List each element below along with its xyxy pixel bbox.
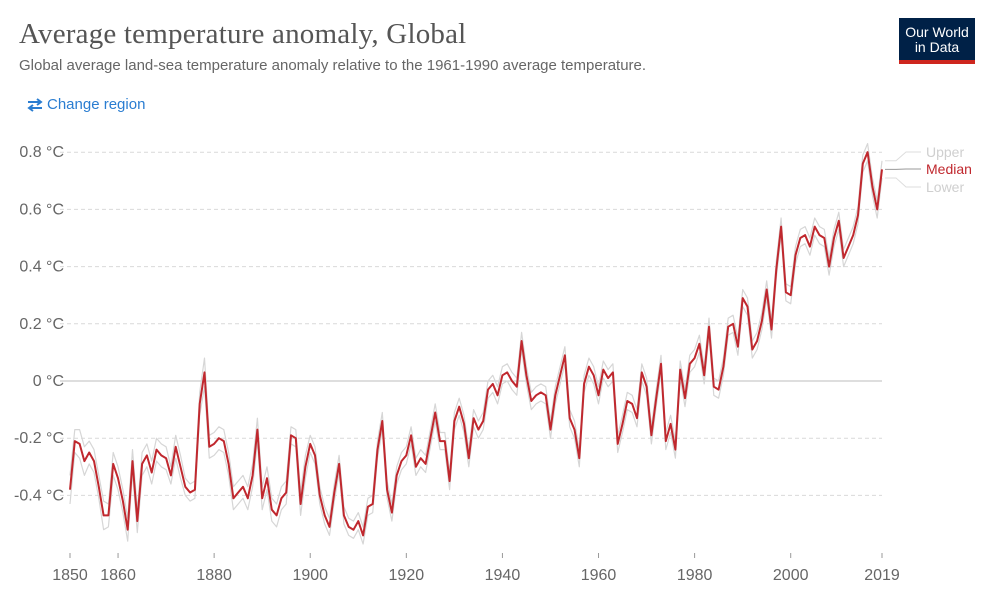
owid-logo[interactable]: Our World in Data: [899, 18, 975, 64]
y-tick-label: -0.2 °C: [14, 430, 64, 447]
x-tick-label: 1900: [292, 567, 328, 584]
series-line-lower[interactable]: [69, 160, 883, 545]
swap-arrows-icon: [27, 97, 43, 112]
y-tick-label: 0.4 °C: [19, 259, 64, 276]
x-tick-label: 2019: [864, 567, 900, 584]
x-tick-label: 2000: [773, 567, 809, 584]
logo-line-2: in Data: [914, 39, 960, 55]
legend-connector: [885, 177, 921, 188]
x-tick-label: 1860: [100, 567, 136, 584]
legend-label-upper[interactable]: Upper: [926, 144, 964, 160]
y-tick-label: -0.4 °C: [14, 487, 64, 504]
x-tick-label: 1940: [485, 567, 521, 584]
chart-title: Average temperature anomaly, Global: [19, 18, 467, 50]
logo-accent-bar: [899, 60, 975, 64]
series-line-median[interactable]: [69, 151, 883, 537]
y-tick-label: 0.2 °C: [19, 316, 64, 333]
change-region-button[interactable]: Change region: [26, 96, 145, 113]
series-line-upper[interactable]: [69, 143, 883, 528]
change-region-label: Change region: [47, 96, 146, 113]
x-tick-label: 1980: [677, 567, 713, 584]
logo-line-1: Our World: [905, 24, 969, 40]
x-tick-label: 1960: [581, 567, 617, 584]
y-tick-label: 0.6 °C: [19, 201, 64, 218]
x-tick-label: 1880: [196, 567, 232, 584]
y-tick-label: 0.8 °C: [19, 144, 64, 161]
legend-label-median[interactable]: Median: [926, 161, 972, 177]
y-tick-label: 0 °C: [33, 373, 64, 390]
x-tick-label: 1920: [389, 567, 425, 584]
legend-connector: [885, 151, 921, 162]
legend-label-lower[interactable]: Lower: [926, 179, 964, 195]
chart-subtitle: Global average land-sea temperature anom…: [19, 57, 647, 74]
x-tick-label: 1850: [52, 567, 88, 584]
